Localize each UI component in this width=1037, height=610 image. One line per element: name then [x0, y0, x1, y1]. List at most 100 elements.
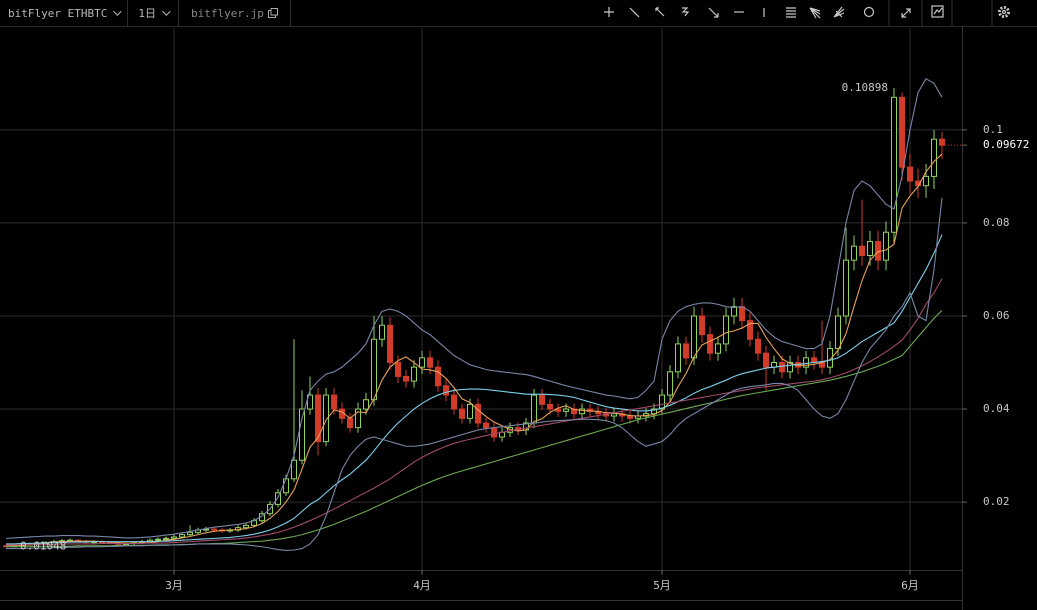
- candle-body: [467, 403, 473, 419]
- candle-body: [347, 417, 353, 429]
- candle-body: [579, 408, 585, 415]
- candle-body: [627, 415, 633, 419]
- indicator-line: [6, 234, 943, 545]
- symbol: bitFlyer ETHBTC: [8, 6, 108, 20]
- candle-body: [291, 459, 297, 480]
- crosshair-tool[interactable]: [604, 7, 614, 17]
- candle-body: [331, 394, 337, 410]
- candle-body: [731, 306, 737, 317]
- y-tick-label: 0.06: [983, 309, 1010, 322]
- candle-body: [323, 394, 329, 443]
- candle-body: [187, 531, 193, 536]
- candle-body: [747, 320, 753, 340]
- fib-retracement-tool[interactable]: [786, 7, 796, 18]
- candle-body: [435, 366, 441, 387]
- candle-body: [699, 315, 705, 336]
- candle-body: [299, 408, 305, 461]
- x-tick-label: 6月: [901, 579, 919, 592]
- candle-body: [283, 478, 289, 494]
- source-link[interactable]: bitflyer.jp: [179, 0, 291, 26]
- candle-body: [803, 357, 809, 368]
- candle-body: [555, 408, 561, 412]
- candle-body: [939, 138, 945, 146]
- candle-body: [691, 315, 697, 359]
- external-icon: [267, 8, 278, 18]
- circle-tool[interactable]: [863, 6, 875, 18]
- candle-body: [307, 394, 313, 410]
- candle-body: [827, 348, 833, 368]
- candle-body: [179, 534, 185, 538]
- gann-tool[interactable]: [833, 6, 845, 18]
- plot-area: [0, 28, 962, 570]
- candle-body: [531, 394, 537, 424]
- last-price-label: 0.09672: [983, 138, 1029, 151]
- candle-body: [427, 357, 433, 368]
- y-tick-label: 0.02: [983, 495, 1010, 508]
- candle-body: [739, 306, 745, 322]
- candle-body: [155, 538, 161, 541]
- candle-body: [787, 362, 793, 373]
- indicator-button[interactable]: [931, 5, 944, 18]
- interval-selector[interactable]: 1日: [128, 0, 179, 26]
- candle-body: [419, 357, 425, 368]
- candle-body: [443, 385, 449, 396]
- candle-body: [923, 175, 929, 187]
- interval: 1日: [138, 7, 156, 20]
- symbol-selector[interactable]: bitFlyer ETHBTC: [0, 0, 129, 26]
- candle-body: [315, 394, 321, 443]
- indicator-line: [5, 77, 943, 539]
- candle-body: [371, 338, 377, 401]
- candle-body: [715, 343, 721, 354]
- fullscreen-button[interactable]: [901, 8, 911, 18]
- trend-line-tool[interactable]: [629, 7, 640, 18]
- candle-body: [483, 422, 489, 429]
- candle-body: [451, 394, 457, 410]
- candle-body: [243, 524, 249, 529]
- candle-body: [883, 231, 889, 261]
- indicator-line: [6, 197, 943, 552]
- candle-body: [355, 408, 361, 429]
- candle-body: [859, 245, 865, 257]
- y-tick-label: 0.1: [983, 123, 1003, 136]
- candle-body: [363, 399, 369, 410]
- candle-body: [611, 413, 617, 417]
- candle-body: [659, 394, 665, 410]
- indicator-line: [6, 278, 943, 546]
- candle-body: [211, 528, 217, 531]
- indicator-line: [5, 153, 943, 547]
- ray-tool[interactable]: [655, 7, 665, 17]
- high-label: 0.10898: [842, 81, 888, 94]
- source: bitflyer.jp: [190, 6, 264, 20]
- settings-button[interactable]: [998, 6, 1010, 18]
- indicator-line: [6, 310, 943, 548]
- candle-body: [891, 96, 897, 233]
- candle-body: [651, 408, 657, 415]
- arrow-tool[interactable]: [708, 7, 719, 18]
- toolbar: bitFlyer ETHBTC 1日 bitflyer.jp: [0, 0, 1037, 27]
- fan-tool[interactable]: [809, 7, 821, 19]
- candle-body: [395, 362, 401, 377]
- candle-body: [387, 324, 393, 364]
- candle-body: [491, 427, 497, 438]
- candle-body: [755, 338, 761, 354]
- candle-body: [931, 138, 937, 177]
- candle-body: [379, 324, 385, 340]
- y-tick-label: 0.04: [983, 402, 1010, 415]
- candle-body: [403, 375, 409, 382]
- drawing-tools: [604, 0, 1010, 26]
- candle-body: [835, 315, 841, 350]
- candle-body: [707, 334, 713, 354]
- candle-body: [563, 408, 569, 412]
- candle-body: [779, 362, 785, 373]
- candle-body: [275, 492, 281, 505]
- candle-body: [899, 96, 905, 168]
- y-tick-label: 0.08: [983, 216, 1010, 229]
- candle-body: [851, 245, 857, 261]
- curve-tool[interactable]: [681, 7, 690, 17]
- candle-body: [667, 371, 673, 396]
- candle-body: [547, 403, 553, 410]
- candle-body: [475, 403, 481, 424]
- candle-body: [867, 241, 873, 257]
